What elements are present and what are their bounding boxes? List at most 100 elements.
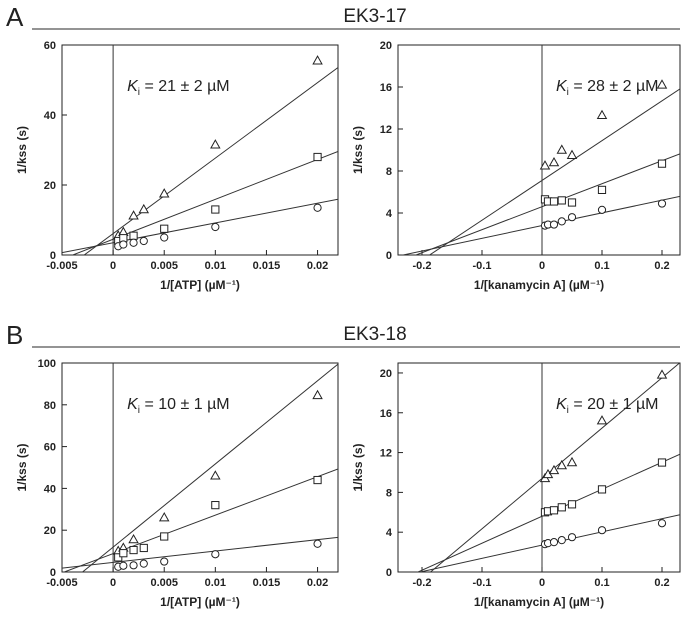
ki-value: = 21 ± 2 µM bbox=[140, 78, 230, 95]
data-point-square bbox=[313, 152, 322, 162]
data-point-triangle bbox=[566, 149, 578, 159]
fit-line-circle bbox=[62, 536, 338, 569]
x-axis-label: 1/[ATP] (µM⁻¹) bbox=[160, 278, 240, 292]
data-point-circle bbox=[129, 561, 138, 570]
x-tick-label: 0.01 bbox=[205, 260, 226, 272]
data-point-triangle bbox=[556, 459, 568, 470]
x-tick-label: 0 bbox=[110, 260, 116, 272]
data-point-circle bbox=[313, 203, 322, 212]
x-tick-label: 0.02 bbox=[307, 577, 328, 589]
fit-line-square bbox=[71, 151, 338, 255]
plot-frame bbox=[397, 362, 681, 573]
data-point-square bbox=[129, 231, 138, 240]
ki-symbol: K bbox=[556, 396, 568, 413]
data-point-square bbox=[549, 197, 559, 206]
ki-subscript: i bbox=[138, 87, 140, 98]
y-tick-label: 0 bbox=[50, 567, 56, 579]
x-axis-label: 1/[kanamycin A] (µM⁻¹) bbox=[474, 595, 604, 609]
chart-b-kanamycin: -0.2 -0.1 0 0.1 0.2 0 4 8 12 16 20 1/[kanamycin A] … bbox=[351, 362, 681, 609]
panel-b-header: B EK3-18 bbox=[6, 320, 680, 350]
data-point-triangle bbox=[548, 156, 560, 167]
chart-a-atp: -0.005 0 0.005 0.01 0.015 0.0202040601/[ATP] … bbox=[15, 40, 339, 292]
data-point-square bbox=[129, 545, 138, 555]
x-tick-label: 0.2 bbox=[654, 577, 669, 589]
fit-lines bbox=[62, 363, 338, 572]
ki-symbol: K bbox=[127, 78, 139, 95]
y-tick-label: 0 bbox=[386, 567, 392, 579]
ki-subscript: i bbox=[567, 405, 569, 416]
chart-a-kanamycin: -0.2 -0.1 0 0.1 0.2 0 4 8 12 16 20 1/[kanamycin A] … bbox=[351, 40, 681, 292]
data-point-triangle bbox=[312, 55, 323, 65]
data-point-triangle bbox=[656, 369, 668, 379]
y-tick-label: 100 bbox=[38, 358, 56, 370]
data-point-circle bbox=[549, 220, 559, 229]
panel-a-letter: A bbox=[6, 2, 24, 32]
data-point-triangle bbox=[158, 188, 170, 198]
ki-annotation: Ki = 21 ± 2 µM bbox=[127, 78, 230, 98]
data-point-square bbox=[313, 475, 322, 485]
plot-frame bbox=[397, 44, 681, 256]
data-point-circle bbox=[597, 205, 607, 214]
data-point-triangle bbox=[566, 456, 578, 467]
y-tick-label: 60 bbox=[44, 40, 56, 52]
y-tick-label: 20 bbox=[380, 40, 392, 52]
y-tick-label: 16 bbox=[380, 82, 392, 94]
panel-b-title: EK3-18 bbox=[343, 324, 406, 345]
y-tick-label: 4 bbox=[386, 527, 393, 539]
data-point-square bbox=[557, 503, 566, 512]
chart-b-atp: -0.005 0 0.005 0.01 0.015 0.020204060801001/[… bbox=[15, 358, 339, 609]
data-point-circle bbox=[657, 199, 667, 208]
fit-line-circle bbox=[400, 195, 680, 255]
ki-annotation: Ki = 28 ± 2 µM bbox=[556, 78, 659, 98]
x-tick-label: -0.2 bbox=[413, 260, 432, 272]
fit-line-triangle bbox=[428, 88, 680, 255]
y-axis-label: 1/kss (s) bbox=[351, 443, 365, 491]
x-tick-label: 0.005 bbox=[150, 260, 178, 272]
data-point-square bbox=[139, 543, 148, 553]
fit-line-circle bbox=[417, 514, 680, 572]
data-point-triangle bbox=[596, 109, 608, 120]
data-point-triangle bbox=[138, 203, 150, 214]
fit-line-triangle bbox=[429, 363, 680, 572]
data-point-triangle bbox=[539, 160, 551, 170]
x-axis-label: 1/[ATP] (µM⁻¹) bbox=[160, 595, 240, 609]
data-point-circle bbox=[129, 238, 138, 247]
plot-frame bbox=[61, 44, 339, 256]
x-tick-label: 0.1 bbox=[594, 260, 609, 272]
data-point-circle bbox=[567, 533, 577, 542]
y-tick-label: 12 bbox=[380, 124, 392, 136]
y-tick-label: 8 bbox=[386, 166, 392, 178]
data-point-circle bbox=[119, 240, 128, 249]
y-tick-label: 16 bbox=[380, 408, 392, 420]
y-tick-label: 20 bbox=[44, 525, 56, 537]
data-point-square bbox=[160, 224, 169, 233]
fit-lines bbox=[416, 363, 680, 572]
ki-annotation: Ki = 10 ± 1 µM bbox=[127, 396, 230, 416]
y-tick-label: 0 bbox=[50, 250, 56, 262]
data-point-square bbox=[114, 553, 123, 562]
x-tick-label: 0.02 bbox=[307, 260, 328, 272]
ki-symbol: K bbox=[127, 396, 139, 413]
x-tick-label: 0.015 bbox=[253, 577, 281, 589]
fit-lines bbox=[62, 67, 338, 255]
ki-annotation: Ki = 20 ± 1 µM bbox=[556, 396, 659, 416]
x-tick-label: 0 bbox=[110, 577, 116, 589]
data-point-square bbox=[557, 196, 566, 205]
y-tick-label: 12 bbox=[380, 448, 392, 460]
ki-value: = 28 ± 2 µM bbox=[569, 78, 659, 95]
x-tick-label: 0.005 bbox=[150, 577, 178, 589]
data-point-square bbox=[211, 501, 220, 510]
data-point-triangle bbox=[596, 415, 608, 425]
data-point-square bbox=[597, 185, 607, 195]
data-point-square bbox=[567, 198, 577, 207]
data-point-square bbox=[549, 506, 559, 515]
ki-symbol: K bbox=[556, 78, 568, 95]
data-point-triangle bbox=[210, 470, 221, 480]
y-axis-label: 1/kss (s) bbox=[15, 126, 29, 174]
y-tick-label: 8 bbox=[386, 487, 392, 499]
fit-lines bbox=[400, 88, 680, 255]
data-point-circle bbox=[139, 559, 148, 568]
y-tick-label: 20 bbox=[380, 368, 392, 380]
data-point-circle bbox=[657, 519, 667, 528]
